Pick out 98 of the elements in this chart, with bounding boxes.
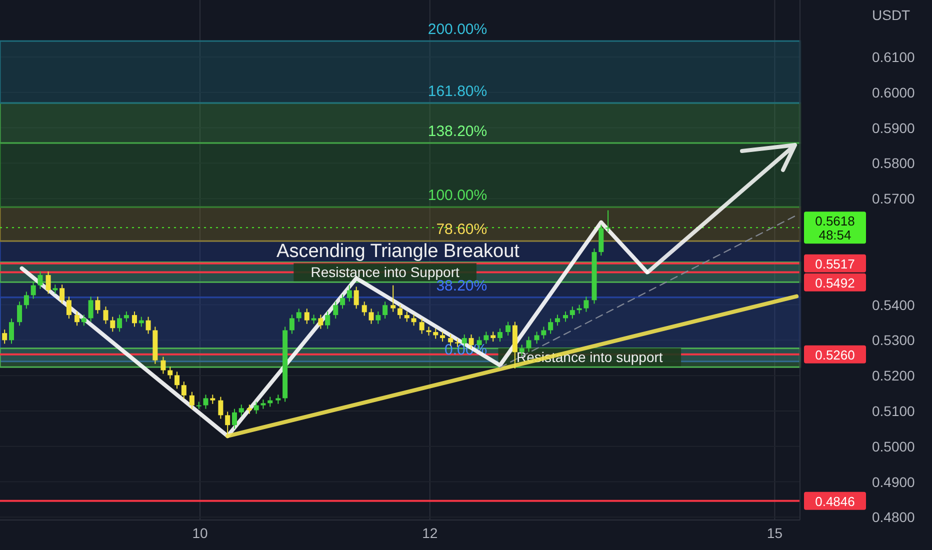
candlestick — [433, 328, 438, 340]
candlestick — [46, 271, 51, 294]
y-tick-label: 0.6100 — [872, 48, 916, 65]
annotation: 138.20% — [428, 123, 488, 140]
candlestick — [17, 301, 22, 326]
candlestick — [38, 271, 43, 290]
candlestick — [296, 308, 302, 322]
y-tick-label: 0.6000 — [872, 84, 916, 100]
candlestick — [498, 328, 502, 342]
candlestick — [411, 314, 416, 326]
ref-line-label: 0.5260 — [815, 347, 855, 362]
candlestick — [484, 331, 489, 344]
candlestick — [103, 306, 108, 324]
candlestick — [246, 404, 252, 414]
candlestick — [490, 331, 496, 342]
candlestick — [548, 318, 554, 334]
candlestick — [124, 311, 129, 322]
candlestick — [390, 284, 396, 312]
candlestick — [254, 401, 259, 414]
annotation: 200.00% — [428, 21, 488, 38]
y-axis-title: USDT — [872, 7, 911, 23]
candlestick — [398, 304, 402, 320]
candlestick — [174, 371, 180, 390]
y-tick-label: 0.5700 — [872, 190, 916, 207]
y-tick-label: 0.5900 — [872, 120, 916, 136]
candlestick — [117, 314, 122, 332]
candlestick — [81, 314, 86, 326]
y-tick-label: 0.4800 — [872, 509, 916, 526]
candlestick — [8, 318, 14, 344]
candlestick — [584, 296, 589, 312]
candlestick — [88, 296, 94, 322]
ref-line-label: 0.5517 — [815, 256, 855, 272]
candlestick — [311, 314, 316, 324]
annotation: Ascending Triangle Breakout — [276, 241, 520, 262]
candlestick — [354, 286, 359, 310]
candlestick — [30, 281, 36, 300]
candlestick — [534, 331, 540, 344]
candlestick — [304, 308, 310, 324]
candlestick — [189, 391, 194, 410]
y-tick-label: 0.5300 — [872, 332, 916, 348]
candlestick — [132, 311, 137, 328]
candlestick — [506, 321, 511, 336]
candlestick — [340, 294, 346, 310]
candlestick — [210, 394, 216, 404]
candlestick — [203, 394, 208, 410]
x-tick-label: 12 — [422, 525, 438, 541]
candlestick — [419, 318, 424, 334]
candlestick — [526, 336, 532, 352]
y-tick-label: 0.5400 — [872, 296, 916, 313]
candlestick — [110, 316, 116, 332]
y-tick-label: 0.4900 — [872, 474, 916, 490]
candlestick — [318, 314, 324, 330]
candlestick — [325, 311, 330, 330]
candlestick — [598, 224, 604, 256]
candlestick — [276, 394, 281, 404]
x-tick-label: 10 — [192, 525, 208, 541]
candlestick — [95, 296, 100, 314]
candlestick — [168, 366, 173, 380]
candlestick — [225, 411, 230, 436]
candlestick — [346, 284, 352, 302]
candlestick — [260, 399, 266, 410]
candlestick — [232, 408, 237, 430]
y-tick-label: 0.5200 — [872, 368, 916, 384]
candlestick — [404, 311, 410, 322]
x-tick-label: 15 — [766, 525, 783, 541]
candlestick — [289, 314, 294, 334]
candlestick — [606, 210, 611, 232]
candlestick — [52, 284, 58, 294]
candlestick — [60, 284, 65, 304]
y-tick-label: 0.5800 — [872, 155, 916, 172]
candlestick — [66, 296, 72, 320]
candlestick — [181, 381, 186, 400]
annotation: 78.60% — [436, 221, 488, 238]
candlestick — [2, 329, 8, 344]
candlestick — [541, 326, 546, 340]
candlestick — [440, 331, 446, 342]
y-tick-label: 0.5000 — [872, 438, 916, 454]
annotation: 161.80% — [428, 83, 488, 100]
candlestick — [376, 311, 381, 324]
y-tick-label: 0.5100 — [872, 402, 916, 419]
candlestick — [146, 316, 151, 334]
annotation: Resistance into Support — [310, 264, 460, 280]
candlestick — [333, 301, 338, 320]
ref-line-label: 0.5492 — [815, 275, 855, 290]
candlestick — [554, 314, 560, 326]
candlestick — [238, 404, 244, 416]
candlestick — [382, 301, 388, 320]
candlestick — [362, 301, 367, 316]
annotation: 100.00% — [428, 187, 488, 204]
candlestick — [218, 396, 224, 420]
candlestick — [24, 291, 29, 310]
candlestick — [570, 306, 575, 320]
candlestick — [74, 311, 80, 326]
ref-line-label: 0.4846 — [815, 494, 855, 509]
candlestick — [563, 311, 568, 322]
candlestick — [160, 356, 166, 374]
candlestick — [368, 308, 374, 324]
ref-line-label: 0.5618 48:54 — [815, 214, 855, 243]
